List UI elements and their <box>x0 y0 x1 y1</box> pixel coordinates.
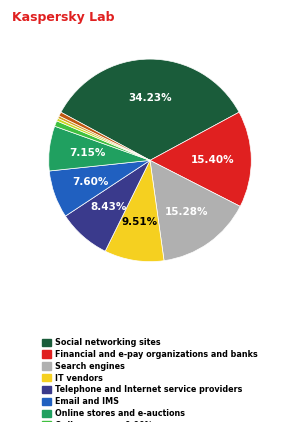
Wedge shape <box>59 112 150 160</box>
Text: 8.43%: 8.43% <box>90 203 127 212</box>
Wedge shape <box>61 59 239 160</box>
Text: 34.23%: 34.23% <box>128 92 172 103</box>
Wedge shape <box>57 118 150 160</box>
Wedge shape <box>58 116 150 160</box>
Text: 7.15%: 7.15% <box>70 148 106 158</box>
Wedge shape <box>105 160 164 262</box>
Wedge shape <box>49 160 150 216</box>
Text: 9.51%: 9.51% <box>122 217 158 227</box>
Wedge shape <box>150 160 240 261</box>
Wedge shape <box>150 112 251 206</box>
Text: 15.28%: 15.28% <box>165 206 208 216</box>
Text: 15.40%: 15.40% <box>191 154 235 165</box>
Legend: Social networking sites, Financial and e-pay organizations and banks, Search eng: Social networking sites, Financial and e… <box>42 338 258 422</box>
Text: 7.60%: 7.60% <box>73 176 109 187</box>
Wedge shape <box>55 121 150 160</box>
Wedge shape <box>65 160 150 251</box>
Text: Kaspersky Lab: Kaspersky Lab <box>12 11 115 24</box>
Wedge shape <box>49 126 150 171</box>
